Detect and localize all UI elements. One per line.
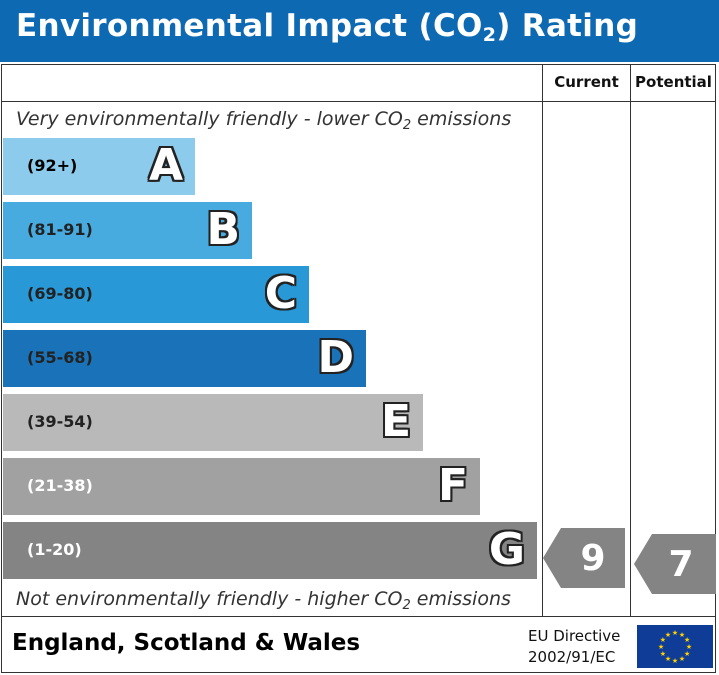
region-label: England, Scotland & Wales [12, 630, 361, 656]
eu-flag-star: ★ [672, 657, 678, 665]
bottom-caption: Not environmentally friendly - higher CO… [16, 588, 511, 613]
band-d-range: (55-68) [27, 348, 93, 367]
eu-directive-line2: 2002/91/EC [528, 648, 616, 666]
band-b-letter: B [206, 204, 240, 255]
column-divider-potential [630, 64, 631, 617]
chart-title: Environmental Impact (CO2) Rating [16, 8, 639, 46]
potential-column-header: Potential [635, 73, 712, 91]
band-c-letter: C [264, 268, 297, 319]
band-g-range: (1-20) [27, 540, 82, 559]
band-e: (39-54) E [3, 394, 423, 451]
header-row-divider [1, 101, 716, 102]
eu-flag-star: ★ [679, 631, 685, 639]
band-c-range: (69-80) [27, 284, 93, 303]
band-b-range: (81-91) [27, 220, 93, 239]
band-f: (21-38) F [3, 458, 480, 515]
band-a-range: (92+) [27, 156, 78, 175]
eu-flag-star: ★ [684, 636, 690, 644]
chart-frame [1, 64, 716, 673]
eu-flag-star: ★ [665, 631, 671, 639]
column-divider-current [542, 64, 543, 617]
current-rating-arrow [543, 528, 625, 588]
band-e-range: (39-54) [27, 412, 93, 431]
eu-flag-star: ★ [686, 643, 692, 651]
band-e-letter: E [380, 396, 411, 447]
current-rating-value: 9 [580, 538, 606, 579]
eu-flag-icon: ★ ★★★★★★★★★★★ [637, 625, 713, 668]
eu-flag-star: ★ [665, 655, 671, 663]
potential-rating-arrow [634, 534, 716, 594]
top-caption: Very environmentally friendly - lower CO… [16, 108, 512, 133]
current-column-header: Current [554, 73, 619, 91]
band-d-letter: D [317, 332, 354, 383]
eu-flag-star: ★ [684, 650, 690, 658]
eu-flag-star: ★ [679, 655, 685, 663]
band-f-letter: F [437, 460, 468, 511]
band-a-letter: A [148, 140, 183, 191]
band-a: (92+) A [3, 138, 195, 195]
band-g-letter: G [488, 524, 525, 575]
potential-rating-value: 7 [668, 544, 694, 585]
current-rating-pointer [543, 528, 625, 588]
eu-flag-star: ★ [672, 629, 678, 637]
band-d: (55-68) D [3, 330, 366, 387]
eu-flag-star: ★ [658, 643, 664, 651]
band-f-range: (21-38) [27, 476, 93, 495]
band-c: (69-80) C [3, 266, 309, 323]
band-b: (81-91) B [3, 202, 252, 259]
band-g: (1-20) G [3, 522, 537, 579]
eu-directive-line1: EU Directive [528, 627, 621, 645]
title-bar [0, 0, 719, 62]
eu-flag-star: ★ [660, 650, 666, 658]
eu-flag-star: ★ [660, 636, 666, 644]
potential-rating-pointer [634, 534, 716, 594]
footer-divider [1, 616, 716, 617]
